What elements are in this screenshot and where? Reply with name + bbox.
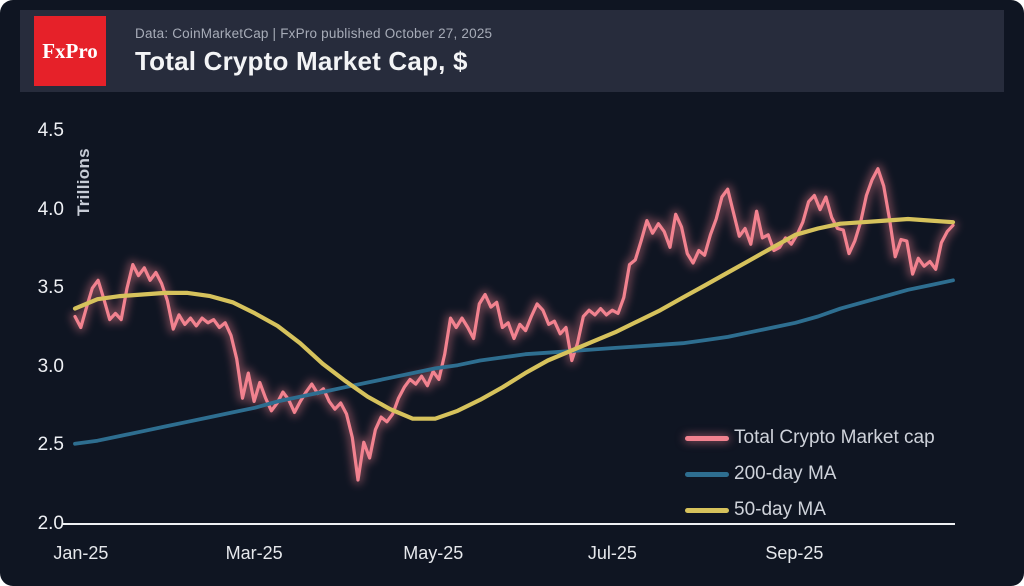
- fxpro-logo: FxPro: [34, 16, 106, 86]
- legend-item-market-cap: Total Crypto Market cap: [685, 420, 935, 456]
- legend-label-50dma: 50-day MA: [734, 499, 826, 520]
- y-tick-3.0: 3.0: [37, 355, 64, 377]
- x-tick-may-25: May-25: [403, 543, 464, 563]
- legend-label-200dma: 200-day MA: [734, 463, 837, 484]
- x-tick-jan-25: Jan-25: [53, 543, 109, 563]
- legend-swatch-50dma: [685, 507, 729, 513]
- legend: Total Crypto Market cap 200-day MA 50-da…: [685, 420, 935, 528]
- series-200-day-ma: [73, 278, 955, 446]
- series-50-day-ma: [72, 216, 956, 421]
- legend-item-50dma: 50-day MA: [685, 492, 935, 528]
- y-tick-4.0: 4.0: [37, 198, 64, 220]
- y-tick-3.5: 3.5: [37, 277, 64, 299]
- legend-swatch-200dma: [685, 471, 729, 477]
- x-tick-mar-25: Mar-25: [225, 543, 283, 563]
- fxpro-logo-text: FxPro: [42, 38, 98, 63]
- y-axis-label: Trillions: [74, 148, 93, 216]
- chart-source-note: Data: CoinMarketCap | FxPro published Oc…: [135, 25, 493, 41]
- y-tick-4.5: 4.5: [37, 120, 64, 141]
- legend-swatch-market-cap: [685, 435, 729, 441]
- y-tick-2.5: 2.5: [37, 434, 64, 456]
- series-total-crypto-market-cap: [73, 167, 955, 482]
- legend-item-200dma: 200-day MA: [685, 456, 935, 492]
- x-tick-sep-25: Sep-25: [765, 543, 824, 563]
- page-title: Total Crypto Market Cap, $: [135, 45, 468, 76]
- legend-label-market-cap: Total Crypto Market cap: [734, 427, 935, 448]
- header: FxPro Data: CoinMarketCap | FxPro publis…: [20, 10, 1004, 92]
- header-text: Data: CoinMarketCap | FxPro published Oc…: [135, 26, 492, 77]
- x-tick-jul-25: Jul-25: [587, 543, 637, 563]
- y-tick-2.0: 2.0: [37, 513, 64, 534]
